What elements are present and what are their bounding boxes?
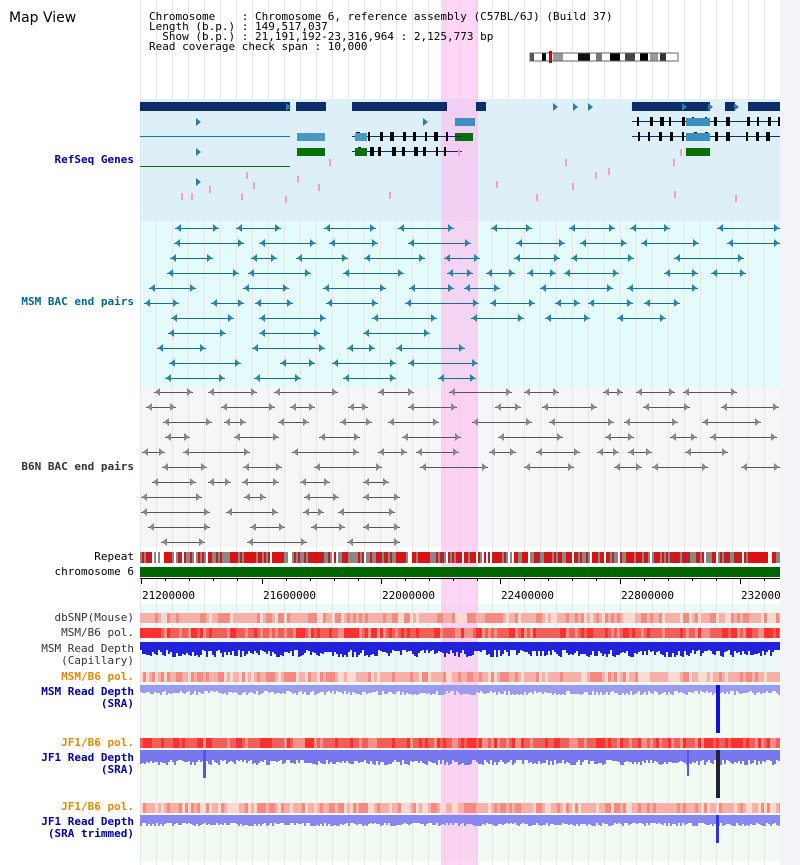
gene	[297, 148, 325, 156]
track-label-msm-depth-sra[interactable]: MSM Read Depth (SRA)	[41, 685, 134, 710]
axis-tick-label: 21600000	[263, 589, 316, 602]
gene	[140, 102, 290, 111]
track-label-repeat[interactable]: Repeat	[94, 550, 134, 563]
axis-tick-label: 22000000	[382, 589, 435, 602]
length-info: Length (b.p.) : 149,517,037	[149, 20, 328, 33]
b6n-bac-end-pairs	[141, 388, 780, 546]
chromosome-ideogram	[529, 51, 679, 63]
chromosome-info: Chromosome : Chromosome 6, reference ass…	[149, 10, 613, 23]
coverage-span-info: Read coverage check span : 10,000	[149, 40, 368, 53]
jf1-b6-pol-strip-1	[140, 738, 782, 748]
track-label-jf1-depth-sra[interactable]: JF1 Read Depth (SRA)	[41, 751, 134, 776]
msm-depth-capillary-bars	[140, 642, 780, 657]
gene	[455, 118, 475, 126]
track-label-b6n-bac[interactable]: B6N BAC end pairs	[21, 460, 134, 473]
msm-depth-sra-bars	[140, 685, 780, 733]
grid-lines	[140, 0, 781, 865]
gene	[632, 102, 710, 111]
gene	[455, 133, 473, 141]
show-range-info: Show (b.p.) : 21,191,192-23,316,964 : 2,…	[149, 30, 494, 43]
gene	[725, 102, 735, 111]
jf1-depth-sra-bars	[140, 750, 780, 798]
track-label-refseq[interactable]: RefSeq Genes	[54, 153, 134, 166]
gene	[748, 102, 780, 111]
track-label-msm-b6-pol-1[interactable]: MSM/B6 pol.	[61, 626, 134, 639]
right-frame	[780, 0, 800, 865]
track-label-jf1-b6-pol-2[interactable]: JF1/B6 pol.	[61, 800, 134, 813]
track-label-jf1-depth-trimmed[interactable]: JF1 Read Depth (SRA trimmed)	[41, 815, 134, 840]
track-label-chromosome[interactable]: chromosome 6	[54, 565, 134, 578]
track-label-dbsnp[interactable]: dbSNP(Mouse)	[54, 611, 134, 624]
gene	[476, 102, 486, 111]
chromosome-bar	[140, 567, 780, 577]
page-title: Map View	[9, 10, 77, 26]
track-label-msm-b6-pol-2[interactable]: MSM/B6 pol.	[61, 670, 134, 683]
axis-tick-label: 22400000	[501, 589, 554, 602]
refseq-genes	[140, 102, 800, 203]
axis-tick-label: 21200000	[142, 589, 195, 602]
track-label-msm-depth-capillary[interactable]: MSM Read Depth (Capillary)	[41, 642, 134, 667]
jf1-depth-trim-bars	[140, 815, 780, 843]
msm-bac-end-pairs	[144, 224, 780, 382]
track-label-msm-bac[interactable]: MSM BAC end pairs	[21, 295, 134, 308]
dbsnp-strip	[140, 613, 782, 623]
jf1-b6-pol-strip-2	[140, 803, 782, 813]
track-label-jf1-b6-pol-1[interactable]: JF1/B6 pol.	[61, 736, 134, 749]
highlight-region	[441, 0, 478, 865]
msm-b6-pol-strip-1	[140, 628, 782, 638]
axis-tick-label: 22800000	[621, 589, 674, 602]
gene	[352, 102, 447, 111]
msm-b6-pol-strip-2	[140, 672, 782, 682]
repeat-track	[140, 552, 780, 563]
gene	[297, 133, 325, 141]
gene	[296, 102, 326, 111]
ideogram-position-marker	[549, 51, 552, 63]
